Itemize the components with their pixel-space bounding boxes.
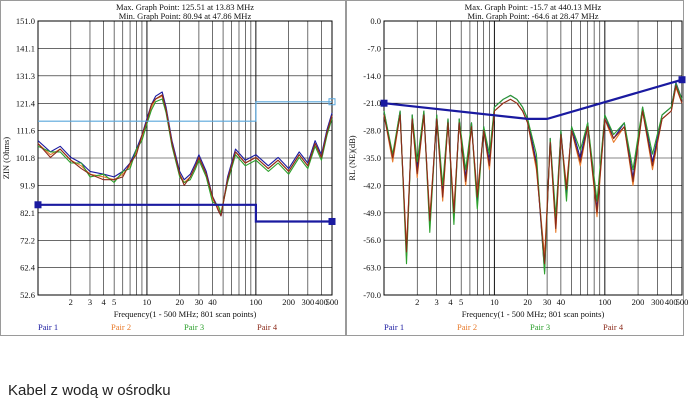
x-tick-label: 300 bbox=[651, 297, 664, 307]
y-tick-label: 111.6 bbox=[17, 126, 36, 136]
y-tick-label: -49.0 bbox=[363, 208, 381, 218]
x-tick-label: 40 bbox=[208, 297, 217, 307]
y-tick-label: 0.0 bbox=[370, 16, 381, 26]
x-tick-label: 2 bbox=[69, 297, 73, 307]
chart-title: Max. Graph Point: -15.7 at 440.13 MHz bbox=[465, 2, 602, 12]
y-tick-label: 101.8 bbox=[16, 153, 35, 163]
x-tick-label: 10 bbox=[490, 297, 499, 307]
legend-entry: Pair 1 bbox=[384, 322, 404, 332]
x-axis-label: Frequency(1 - 500 MHz; 801 scan points) bbox=[114, 309, 257, 319]
x-tick-label: 500 bbox=[676, 297, 689, 307]
limit-marker bbox=[328, 98, 336, 106]
x-tick-label: 5 bbox=[112, 297, 116, 307]
series-line bbox=[37, 94, 333, 217]
chart-subtitle: Min. Graph Point: 80.94 at 47.86 MHz bbox=[119, 11, 252, 21]
legend-entry: Pair 1 bbox=[38, 322, 58, 332]
y-tick-label: 62.4 bbox=[20, 263, 36, 273]
series-group bbox=[37, 91, 333, 217]
y-tick-label: -42.0 bbox=[363, 180, 381, 190]
return-loss-chart: Max. Graph Point: -15.7 at 440.13 MHzMin… bbox=[346, 0, 689, 336]
legend-entry: Pair 4 bbox=[257, 322, 278, 332]
x-tick-label: 2 bbox=[415, 297, 419, 307]
series-line bbox=[37, 91, 333, 217]
x-tick-label: 30 bbox=[195, 297, 204, 307]
x-tick-label: 400 bbox=[665, 297, 678, 307]
caption: Kabel z wodą w ośrodku bbox=[8, 382, 171, 399]
x-tick-label: 200 bbox=[282, 297, 295, 307]
y-tick-label: -7.0 bbox=[368, 43, 381, 53]
y-tick-label: -56.0 bbox=[363, 235, 381, 245]
plot-border bbox=[383, 20, 683, 296]
x-tick-label: 40 bbox=[557, 297, 566, 307]
x-tick-label: 200 bbox=[632, 297, 645, 307]
series-line bbox=[383, 83, 683, 275]
x-axis-label: Frequency(1 - 500 MHz; 801 scan points) bbox=[462, 309, 605, 319]
limit-marker bbox=[380, 99, 388, 107]
legend-entry: Pair 3 bbox=[530, 322, 550, 332]
x-tick-label: 20 bbox=[523, 297, 532, 307]
x-tick-label: 4 bbox=[101, 297, 106, 307]
limit-marker bbox=[328, 217, 336, 225]
series-line bbox=[383, 85, 683, 265]
y-tick-label: -63.0 bbox=[363, 263, 381, 273]
x-tick-label: 30 bbox=[543, 297, 552, 307]
chart-title: Max. Graph Point: 125.51 at 13.83 MHz bbox=[116, 2, 254, 12]
impedance-chart: Max. Graph Point: 125.51 at 13.83 MHzMin… bbox=[0, 0, 346, 336]
limit-marker bbox=[678, 76, 686, 84]
limit-marker bbox=[34, 201, 42, 209]
y-tick-label: -14.0 bbox=[363, 71, 381, 81]
x-tick-label: 500 bbox=[326, 297, 339, 307]
series-group bbox=[383, 81, 683, 275]
y-tick-label: -21.0 bbox=[363, 98, 381, 108]
y-axis-label: ZIN (Ohms) bbox=[1, 137, 11, 179]
x-tick-label: 4 bbox=[448, 297, 453, 307]
y-tick-label: 72.2 bbox=[20, 235, 35, 245]
legend-entry: Pair 3 bbox=[184, 322, 204, 332]
chart-subtitle: Min. Graph Point: -64.6 at 28.47 MHz bbox=[467, 11, 598, 21]
y-tick-label: 91.9 bbox=[20, 181, 35, 191]
legend-entry: Pair 2 bbox=[457, 322, 477, 332]
y-axis-label: RL (NE)(dB) bbox=[347, 135, 357, 180]
y-tick-label: -70.0 bbox=[363, 290, 381, 300]
reference-line bbox=[38, 101, 332, 122]
plot-border bbox=[37, 20, 333, 296]
y-tick-label: 121.4 bbox=[16, 98, 36, 108]
y-tick-label: -35.0 bbox=[363, 153, 381, 163]
y-tick-label: -28.0 bbox=[363, 126, 381, 136]
x-tick-label: 10 bbox=[143, 297, 152, 307]
y-tick-label: 82.1 bbox=[20, 208, 35, 218]
y-tick-label: 131.3 bbox=[16, 71, 35, 81]
y-tick-label: 141.1 bbox=[16, 44, 35, 54]
x-tick-label: 300 bbox=[301, 297, 314, 307]
x-tick-label: 20 bbox=[175, 297, 184, 307]
x-tick-label: 3 bbox=[435, 297, 439, 307]
return-loss-and-impedance-figure: Max. Graph Point: 125.51 at 13.83 MHzMin… bbox=[0, 0, 689, 336]
limit-line bbox=[38, 203, 332, 223]
y-tick-label: 52.6 bbox=[20, 290, 35, 300]
x-tick-label: 400 bbox=[315, 297, 328, 307]
legend-entry: Pair 2 bbox=[111, 322, 131, 332]
limit-line bbox=[383, 78, 683, 121]
x-tick-label: 3 bbox=[88, 297, 92, 307]
x-tick-label: 5 bbox=[459, 297, 463, 307]
y-tick-label: 151.0 bbox=[16, 16, 35, 26]
x-tick-label: 100 bbox=[598, 297, 611, 307]
legend-entry: Pair 4 bbox=[603, 322, 624, 332]
x-tick-label: 100 bbox=[249, 297, 262, 307]
